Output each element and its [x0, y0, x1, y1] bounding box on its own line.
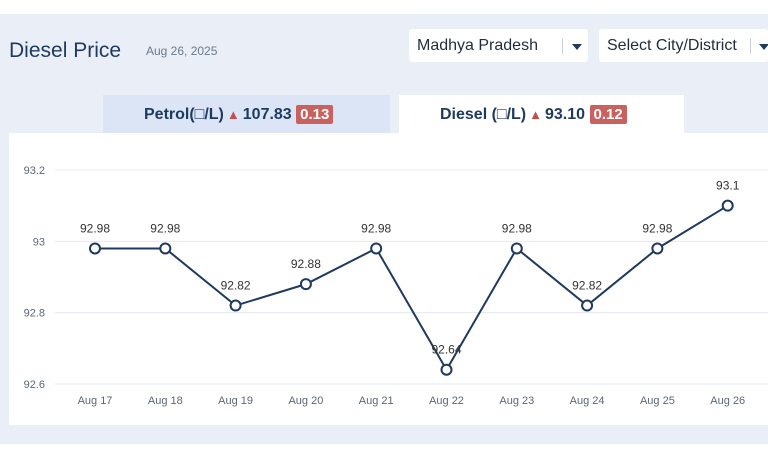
- page-title: Diesel Price: [9, 39, 122, 62]
- data-label: 92.98: [80, 221, 110, 235]
- city-select-divider: [750, 38, 751, 54]
- x-tick-label: Aug 19: [218, 395, 253, 407]
- diesel-price: 93.10: [545, 106, 586, 123]
- x-tick-label: Aug 25: [640, 395, 675, 407]
- data-label: 92.64: [431, 343, 461, 357]
- price-date: Aug 26, 2025: [146, 44, 218, 58]
- state-select-divider: [562, 38, 563, 54]
- x-tick-label: Aug 20: [288, 395, 323, 407]
- data-point: [440, 363, 453, 376]
- diesel-change-badge: 0.12: [589, 105, 627, 124]
- petrol-change-badge: 0.13: [296, 105, 334, 124]
- data-point: [510, 242, 523, 255]
- data-point: [370, 242, 383, 255]
- data-label: 93.1: [716, 179, 740, 193]
- x-tick-label: Aug 24: [570, 395, 605, 407]
- x-tick-label: Aug 26: [710, 395, 745, 407]
- chevron-down-icon[interactable]: [572, 44, 582, 50]
- data-label: 92.98: [502, 221, 532, 235]
- data-point: [159, 242, 172, 255]
- petrol-tab-label: Petrol(□/L): [144, 106, 224, 123]
- tab-diesel[interactable]: Diesel (□/L) ▲ 93.10 0.12: [399, 95, 684, 133]
- x-tick-label: Aug 17: [78, 395, 113, 407]
- series-line: [95, 204, 729, 372]
- x-tick-label: Aug 18: [148, 395, 183, 407]
- x-tick-label: Aug 23: [499, 395, 534, 407]
- data-point: [89, 242, 101, 255]
- data-label: 92.98: [361, 221, 391, 235]
- tab-petrol[interactable]: Petrol(□/L) ▲ 107.83 0.13: [103, 95, 390, 133]
- up-arrow-icon: ▲: [529, 107, 542, 122]
- city-select[interactable]: Select City/District: [599, 29, 768, 62]
- y-tick-label: 93: [33, 236, 45, 248]
- data-label: 92.82: [572, 279, 602, 293]
- data-point: [581, 299, 594, 312]
- data-label: 92.82: [221, 279, 251, 293]
- state-select[interactable]: Madhya Pradesh: [409, 29, 588, 62]
- chart-area: 92.6 92.8 93 93.2 Aug 17 Aug 18 Aug 19 Aug 20 Au…: [9, 133, 768, 425]
- y-tick-label: 92.6: [24, 379, 45, 391]
- data-point: [651, 242, 664, 255]
- data-point: [721, 199, 734, 212]
- y-tick-label: 93.2: [24, 165, 45, 177]
- data-label: 92.88: [291, 257, 321, 271]
- x-tick-label: Aug 22: [429, 395, 464, 407]
- diesel-price-chart: 92.6 92.8 93 93.2 Aug 17 Aug 18 Aug 19 Aug 20 Au…: [24, 165, 768, 407]
- city-select-value: Select City/District: [607, 37, 737, 54]
- up-arrow-icon: ▲: [226, 107, 240, 122]
- data-label: 92.98: [150, 221, 180, 235]
- y-tick-label: 92.8: [24, 308, 45, 320]
- state-select-value: Madhya Pradesh: [417, 37, 538, 54]
- chevron-down-icon[interactable]: [759, 44, 768, 50]
- data-label: 92.98: [642, 221, 672, 235]
- diesel-tab-label: Diesel (□/L): [440, 106, 527, 123]
- petrol-price: 107.83: [242, 106, 292, 123]
- data-point: [299, 278, 312, 291]
- data-point: [229, 299, 242, 312]
- x-tick-label: Aug 21: [359, 395, 394, 407]
